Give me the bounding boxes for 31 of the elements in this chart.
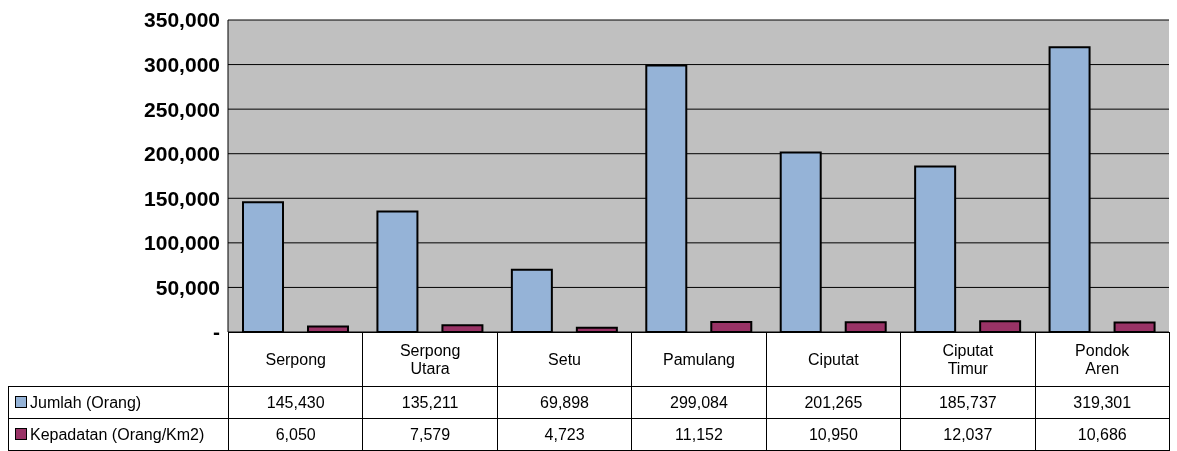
- y-tick-label: 150,000: [144, 186, 220, 210]
- y-tick-label: 100,000: [144, 231, 220, 255]
- data-label: 10,686: [1035, 418, 1170, 451]
- data-label: 10,950: [766, 418, 901, 451]
- data-label: 11,152: [631, 418, 767, 451]
- y-tick-label: 200,000: [144, 142, 220, 166]
- x-tick-label: Serpong Utara: [398, 341, 462, 378]
- data-label: 185,737: [900, 386, 1036, 419]
- data-label: 69,898: [497, 386, 632, 419]
- data-label: 7,579: [362, 418, 498, 451]
- data-label: 12,037: [900, 418, 1036, 451]
- data-label: 4,723: [497, 418, 632, 451]
- data-label: 299,084: [631, 386, 767, 419]
- y-tick-label: 350,000: [144, 8, 220, 32]
- legend-label: Kepadatan (Orang/Km2): [30, 425, 205, 443]
- y-tick-label: -: [213, 320, 220, 344]
- legend-label: Jumlah (Orang): [30, 393, 142, 411]
- data-label: 319,301: [1035, 386, 1170, 419]
- data-label: 135,211: [362, 386, 498, 419]
- y-tick-label: 250,000: [144, 97, 220, 121]
- x-tick-label: Ciputat: [808, 350, 859, 369]
- y-tick-label: 50,000: [155, 275, 220, 299]
- x-tick-label: Pondok Aren: [1074, 341, 1131, 378]
- data-label: 6,050: [228, 418, 363, 451]
- x-tick-label: Pamulang: [662, 350, 735, 369]
- x-tick-label: Setu: [548, 350, 582, 369]
- data-label: 201,265: [766, 386, 901, 419]
- y-tick-label: 300,000: [144, 53, 220, 77]
- data-label: 145,430: [228, 386, 363, 419]
- x-tick-label: Ciputat Timur: [941, 341, 995, 378]
- x-tick-label: Serpong: [265, 350, 326, 369]
